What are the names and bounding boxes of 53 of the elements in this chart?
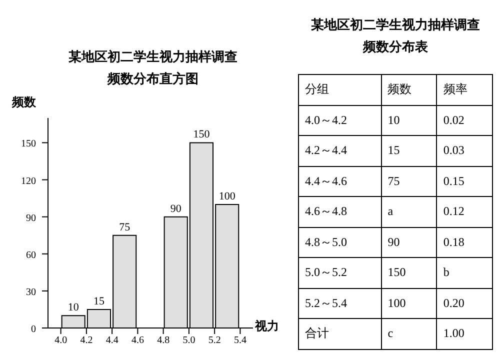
x-tick-label: 4.6 bbox=[131, 335, 144, 346]
text: 4.8～5.0 bbox=[298, 227, 382, 258]
text: 0.02 bbox=[436, 105, 492, 136]
chart-subtitle: 频数分布直方图 bbox=[106, 70, 200, 88]
text: b bbox=[436, 258, 492, 288]
x-axis-title: 视力 bbox=[255, 318, 279, 335]
text: 4.0～4.2 bbox=[298, 105, 382, 136]
y-axis-title: 频数 bbox=[12, 94, 36, 111]
text: 分组 bbox=[298, 74, 382, 105]
text: 频数 bbox=[381, 74, 437, 105]
text: 150 bbox=[381, 258, 437, 288]
data-label: 10 bbox=[68, 302, 80, 314]
text: c bbox=[381, 318, 437, 349]
text: 1.00 bbox=[436, 318, 492, 349]
y-tick-label: 60 bbox=[26, 250, 36, 261]
text: 75 bbox=[381, 166, 437, 196]
text: 0.12 bbox=[436, 196, 492, 227]
text: 90 bbox=[381, 227, 437, 258]
x-tick-label: 5.0 bbox=[182, 335, 196, 346]
text: 频率 bbox=[436, 74, 492, 105]
data-label: 150 bbox=[193, 128, 210, 141]
data-label: 100 bbox=[218, 190, 236, 202]
chart-title: 某地区初二学生视力抽样调查 bbox=[68, 48, 238, 66]
text: 0.20 bbox=[436, 288, 492, 318]
text: 4.4～4.6 bbox=[298, 166, 382, 196]
text: 频数分布表 bbox=[362, 38, 429, 56]
text: 5.2～5.4 bbox=[298, 288, 382, 318]
y-tick-label: 0 bbox=[31, 324, 36, 335]
text: 合计 bbox=[298, 318, 382, 349]
text: a bbox=[381, 196, 437, 227]
text: 4.6～4.8 bbox=[298, 196, 382, 227]
text: 10 bbox=[381, 105, 437, 136]
text: 某地区初二学生视力抽样调查 bbox=[310, 16, 481, 34]
text: 4.2～4.4 bbox=[298, 136, 382, 166]
x-tick-label: 5.4 bbox=[234, 335, 246, 346]
text: 0.15 bbox=[436, 166, 492, 196]
text: 100 bbox=[381, 288, 437, 318]
y-tick-label: 30 bbox=[26, 286, 36, 298]
x-tick-label: 4.8 bbox=[157, 335, 170, 346]
text: 5.0～5.2 bbox=[298, 258, 382, 288]
x-tick-label: 4.0 bbox=[54, 335, 68, 346]
y-tick-label: 120 bbox=[21, 176, 36, 187]
data-label: 75 bbox=[119, 221, 131, 234]
y-tick-label: 150 bbox=[21, 138, 36, 150]
y-tick-label: 90 bbox=[26, 212, 36, 224]
x-tick-label: 4.4 bbox=[106, 335, 118, 346]
text: 15 bbox=[381, 136, 437, 166]
x-tick-label: 5.2 bbox=[208, 335, 221, 346]
text: 0.18 bbox=[436, 227, 492, 258]
data-label: 90 bbox=[170, 202, 182, 215]
x-tick-label: 4.2 bbox=[80, 335, 93, 346]
text: 0.03 bbox=[436, 136, 492, 166]
data-label: 15 bbox=[93, 295, 105, 308]
